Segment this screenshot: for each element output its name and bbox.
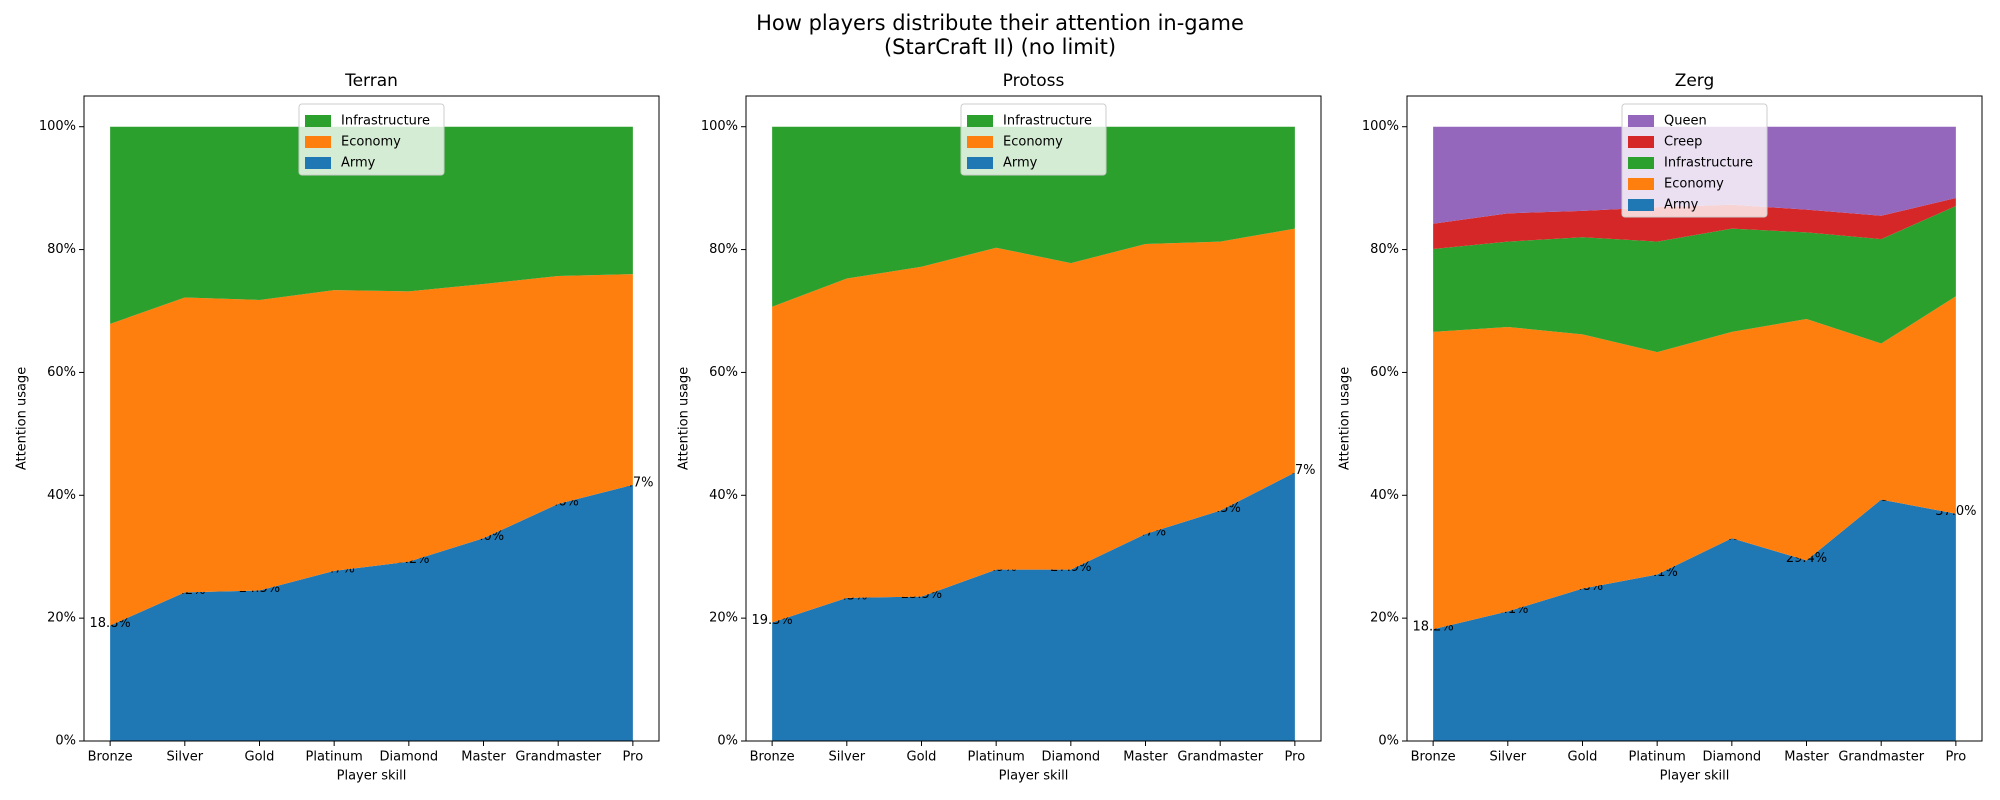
legend-label: Queen: [1664, 114, 1707, 129]
x-tick-label: Grandmaster: [1838, 750, 1924, 765]
y-tick-label: 0%: [55, 734, 76, 749]
legend-swatch: [1628, 115, 1654, 127]
legend-swatch: [1628, 199, 1654, 211]
x-tick-label: Platinum: [1629, 750, 1686, 765]
x-tick-label: Diamond: [1041, 750, 1100, 765]
y-axis-label: Attention usage: [677, 367, 692, 470]
legend-label: Infrastructure: [341, 114, 430, 129]
y-tick-label: 0%: [717, 734, 738, 749]
subplot: 19.3%23.3%23.5%27.9%27.9%33.7%37.5%43.7%…: [677, 71, 1322, 784]
x-tick-label: Platinum: [968, 750, 1025, 765]
subplot-title: Zerg: [1675, 71, 1715, 91]
y-tick-label: 20%: [709, 611, 738, 626]
area: [1433, 296, 1956, 630]
x-tick-label: Diamond: [379, 750, 438, 765]
legend-label: Army: [1003, 156, 1038, 171]
area: [772, 126, 1295, 307]
area: [1433, 205, 1956, 353]
x-tick-label: Silver: [167, 750, 204, 765]
x-tick-label: Master: [1784, 750, 1829, 765]
legend-label: Economy: [1003, 135, 1063, 150]
figure-title: (StarCraft II) (no limit): [884, 35, 1116, 59]
legend-swatch: [305, 157, 331, 169]
x-tick-label: Silver: [1490, 750, 1527, 765]
area: [772, 472, 1295, 741]
y-axis-label: Attention usage: [15, 367, 30, 470]
y-tick-label: 0%: [1378, 734, 1399, 749]
x-tick-label: Bronze: [750, 750, 795, 765]
x-tick-label: Pro: [1285, 750, 1306, 765]
y-tick-label: 100%: [701, 119, 738, 134]
y-tick-label: 60%: [709, 365, 738, 380]
y-tick-label: 100%: [1362, 119, 1399, 134]
x-tick-label: Bronze: [1411, 750, 1456, 765]
y-tick-label: 80%: [709, 242, 738, 257]
y-tick-label: 20%: [1370, 611, 1399, 626]
x-tick-label: Master: [461, 750, 506, 765]
x-tick-label: Gold: [245, 750, 275, 765]
y-tick-label: 80%: [47, 242, 76, 257]
x-tick-label: Gold: [907, 750, 937, 765]
area: [1433, 197, 1956, 249]
subplot: 18.2%21.1%24.8%27.1%33.0%29.4%39.3%37.0%…: [1338, 71, 1983, 784]
figure-title: How players distribute their attention i…: [756, 11, 1244, 35]
legend-label: Economy: [341, 135, 401, 150]
legend-box: [960, 103, 1107, 176]
legend-swatch: [1628, 157, 1654, 169]
legend-swatch: [305, 115, 331, 127]
axes-frame: [83, 95, 660, 742]
x-tick-label: Gold: [1568, 750, 1598, 765]
legend-swatch: [967, 115, 993, 127]
area: [110, 484, 633, 741]
y-tick-label: 20%: [47, 611, 76, 626]
subplot-title: Terran: [344, 71, 398, 91]
y-tick-label: 40%: [1370, 488, 1399, 503]
legend-label: Army: [341, 156, 376, 171]
axes-frame: [1406, 95, 1983, 742]
y-tick-label: 60%: [1370, 365, 1399, 380]
legend-swatch: [1628, 136, 1654, 148]
legend-label: Creep: [1664, 135, 1702, 150]
area: [772, 228, 1295, 623]
y-tick-label: 40%: [47, 488, 76, 503]
x-tick-label: Pro: [623, 750, 644, 765]
y-axis-label: Attention usage: [1338, 367, 1353, 470]
x-axis-label: Player skill: [1660, 769, 1730, 784]
area: [1433, 499, 1956, 741]
area: [110, 126, 633, 324]
x-tick-label: Platinum: [306, 750, 363, 765]
legend-label: Economy: [1664, 177, 1724, 192]
axes-frame: [745, 95, 1322, 742]
x-tick-label: Grandmaster: [1177, 750, 1263, 765]
subplot: 18.8%24.2%24.5%27.7%29.2%33.0%38.6%41.7%…: [15, 71, 660, 784]
legend-swatch: [967, 157, 993, 169]
legend-swatch: [305, 136, 331, 148]
y-tick-label: 60%: [47, 365, 76, 380]
legend-swatch: [967, 136, 993, 148]
area: [110, 274, 633, 626]
x-tick-label: Master: [1123, 750, 1168, 765]
legend-label: Army: [1664, 198, 1699, 213]
x-tick-label: Diamond: [1702, 750, 1761, 765]
legend-label: Infrastructure: [1664, 156, 1753, 171]
y-tick-label: 100%: [39, 119, 76, 134]
x-axis-label: Player skill: [337, 769, 407, 784]
legend-box: [1621, 103, 1768, 218]
x-tick-label: Grandmaster: [515, 750, 601, 765]
legend-box: [298, 103, 445, 176]
legend-swatch: [1628, 178, 1654, 190]
y-tick-label: 40%: [709, 488, 738, 503]
legend-label: Infrastructure: [1003, 114, 1092, 129]
x-tick-label: Bronze: [88, 750, 133, 765]
x-axis-label: Player skill: [999, 769, 1069, 784]
y-tick-label: 80%: [1370, 242, 1399, 257]
subplot-title: Protoss: [1003, 71, 1065, 91]
x-tick-label: Silver: [829, 750, 866, 765]
x-tick-label: Pro: [1946, 750, 1967, 765]
